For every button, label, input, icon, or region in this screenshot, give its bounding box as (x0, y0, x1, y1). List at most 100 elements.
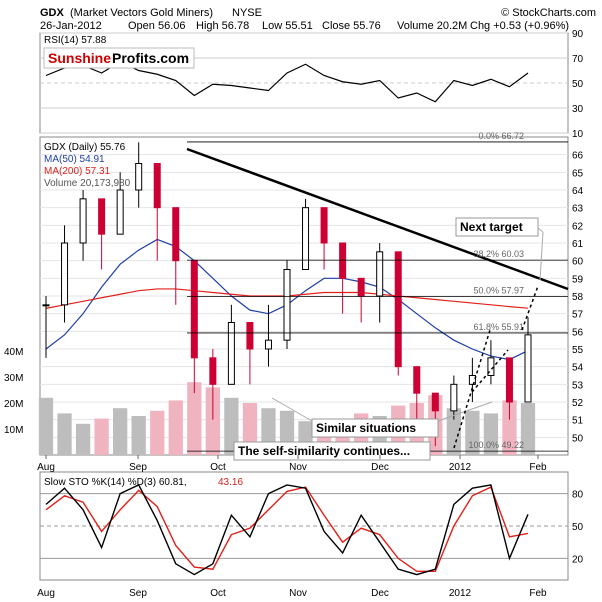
x-axis-label: Sep (129, 462, 147, 473)
quote-high: High 56.78 (196, 20, 249, 32)
price-bar-body (376, 251, 384, 297)
stochastic-tick-label: 80 (572, 490, 584, 501)
symbol: GDX (40, 7, 65, 19)
quote-volume: Volume 20.2M (397, 20, 467, 32)
fib-level-label: 38.2% 60.03 (473, 249, 524, 259)
price-bar-body (116, 189, 124, 235)
volume-tick-label: 40M (4, 347, 23, 358)
watermark-box (43, 47, 195, 69)
volume-bar (168, 400, 183, 455)
price-bar-body (153, 163, 161, 209)
price-bar-body (61, 242, 69, 306)
rsi-grid: 10 30 50 70 90 (40, 29, 584, 140)
x-axis-label-bottom: 2012 (449, 588, 472, 599)
stochastic-grid: 20 50 80 (40, 490, 584, 565)
watermark-sunshine: Sunshine (48, 50, 111, 66)
volume-bar (446, 408, 461, 455)
price-bar-body (172, 207, 180, 262)
similar-situations-box (311, 418, 439, 438)
price-bar-body (450, 383, 458, 412)
x-axis-label: Oct (210, 462, 226, 473)
dashed-path-1 (453, 329, 491, 449)
price-tick-label: 63 (572, 204, 584, 215)
volume-bar (113, 408, 128, 455)
price-tick-label: 54 (572, 363, 584, 374)
price-bar-body (413, 366, 421, 394)
next-target-label: Next target (460, 220, 523, 234)
similar-pointer-1 (271, 397, 313, 422)
self-similarity-label: The self-similarity continues... (238, 444, 410, 458)
price-bar-body (468, 375, 476, 385)
x-axis-label-bottom: Feb (529, 588, 547, 599)
rsi-tick-label: 10 (572, 129, 584, 140)
stochastic-slow-value: 43.16 (218, 477, 243, 488)
price-bar-body (487, 357, 495, 377)
rsi-tick-label: 50 (572, 79, 584, 90)
price-tick-label: 60 (572, 257, 584, 268)
volume-bar (38, 397, 54, 455)
price-bar-body (524, 334, 532, 403)
price-tick-label: 55 (572, 345, 584, 356)
price-tick-label: 62 (572, 221, 584, 232)
price-tick-label: 64 (572, 186, 584, 197)
stochastic-tick-label: 20 (572, 554, 584, 565)
volume-legend: Volume 20,173,980 (44, 178, 131, 189)
price-bar-body (227, 322, 235, 385)
x-axis-label: Feb (529, 462, 547, 473)
price-tick-label: 50 (572, 433, 584, 444)
next-target-pointer (537, 227, 544, 233)
watermark-profits: Profits.com (112, 50, 189, 66)
volume-bar (131, 416, 146, 455)
volume-tick-label: 20M (4, 399, 23, 410)
volume-tick-label: 10M (4, 425, 23, 436)
x-axis-label-bottom: Sep (129, 588, 147, 599)
price-bar-body (135, 163, 143, 191)
source-credit: © StockCharts.com (501, 7, 596, 19)
volume-bar (75, 423, 91, 455)
x-axis-label: Aug (37, 462, 55, 473)
volume-bar (94, 418, 109, 455)
exchange: NYSE (232, 7, 262, 19)
stochastic-lines (45, 484, 529, 576)
x-axis-label: 2012 (449, 462, 472, 473)
stochastic-tick-label: 50 (572, 522, 584, 533)
price-bar-body (339, 242, 347, 279)
price-tick-label: 59 (572, 274, 584, 285)
price-bar-body (79, 198, 87, 244)
x-axis-labels: Aug Sep Oct Nov Dec 2012 Feb Aug Sep Oct Nov Dec 201… (37, 455, 547, 599)
volume-bar (520, 403, 536, 455)
volume-bar (205, 387, 220, 455)
fib-level-label: 0.0% 66.72 (478, 131, 524, 141)
volume-bar (150, 410, 165, 455)
price-tick-label: 66 (572, 151, 584, 162)
rsi-tick-label: 70 (572, 54, 584, 65)
price-tick-label: 58 (572, 292, 584, 303)
volume-bar (465, 410, 480, 455)
x-axis-label-bottom: Dec (371, 588, 389, 599)
ma200-legend: MA(200) 57.31 (44, 166, 111, 177)
price-legend: GDX (Daily) 55.76 (44, 142, 126, 153)
price-bar-body (283, 269, 291, 341)
x-axis-label-bottom: Oct (210, 588, 226, 599)
rsi-tick-label: 30 (572, 104, 584, 115)
next-target-box (455, 217, 539, 237)
volume-bar (502, 400, 517, 455)
similar-situations-label: Similar situations (316, 421, 416, 435)
price-bar-body (246, 322, 254, 350)
quote-change: Chg +0.53 (+0.96%) (470, 20, 569, 32)
security-name: (Market Vectors Gold Miners) (70, 7, 213, 19)
stochastic-legend: Slow STO %K(14) %D(3) 60.81, (44, 477, 187, 488)
quote-low: Low 55.51 (262, 20, 313, 32)
stochastic-k-line (45, 484, 529, 576)
rsi-tick-label: 90 (572, 29, 584, 40)
price-bar-body (431, 392, 439, 412)
price-bar-body (302, 207, 310, 271)
price-tick-label: 61 (572, 239, 584, 250)
fib-level-label: 61.8% 55.91 (473, 322, 524, 332)
price-tick-label: 65 (572, 168, 584, 179)
fibonacci-levels: 0.0% 66.72 38.2% 60.03 50.0% 57.97 61.8% 55… (187, 131, 568, 452)
price-tick-label: 51 (572, 416, 584, 427)
volume-bar (224, 397, 239, 455)
price-bar-body (394, 251, 402, 368)
